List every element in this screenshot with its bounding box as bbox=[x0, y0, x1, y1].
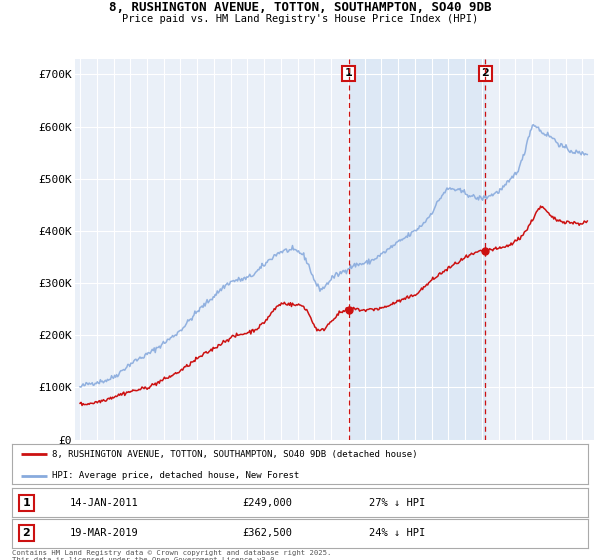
Text: 8, RUSHINGTON AVENUE, TOTTON, SOUTHAMPTON, SO40 9DB (detached house): 8, RUSHINGTON AVENUE, TOTTON, SOUTHAMPTO… bbox=[52, 450, 418, 459]
Text: 8, RUSHINGTON AVENUE, TOTTON, SOUTHAMPTON, SO40 9DB: 8, RUSHINGTON AVENUE, TOTTON, SOUTHAMPTO… bbox=[109, 1, 491, 14]
Text: 1: 1 bbox=[344, 68, 352, 78]
Text: Contains HM Land Registry data © Crown copyright and database right 2025.
This d: Contains HM Land Registry data © Crown c… bbox=[12, 550, 331, 560]
Text: £362,500: £362,500 bbox=[242, 528, 292, 538]
Text: Price paid vs. HM Land Registry's House Price Index (HPI): Price paid vs. HM Land Registry's House … bbox=[122, 14, 478, 24]
Text: 19-MAR-2019: 19-MAR-2019 bbox=[70, 528, 139, 538]
Text: 24% ↓ HPI: 24% ↓ HPI bbox=[369, 528, 425, 538]
Text: 14-JAN-2011: 14-JAN-2011 bbox=[70, 498, 139, 508]
Text: 2: 2 bbox=[23, 528, 30, 538]
Text: £249,000: £249,000 bbox=[242, 498, 292, 508]
Text: HPI: Average price, detached house, New Forest: HPI: Average price, detached house, New … bbox=[52, 471, 299, 480]
Text: 2: 2 bbox=[481, 68, 489, 78]
Text: 1: 1 bbox=[23, 498, 30, 508]
Bar bbox=[349, 59, 485, 440]
Text: 27% ↓ HPI: 27% ↓ HPI bbox=[369, 498, 425, 508]
